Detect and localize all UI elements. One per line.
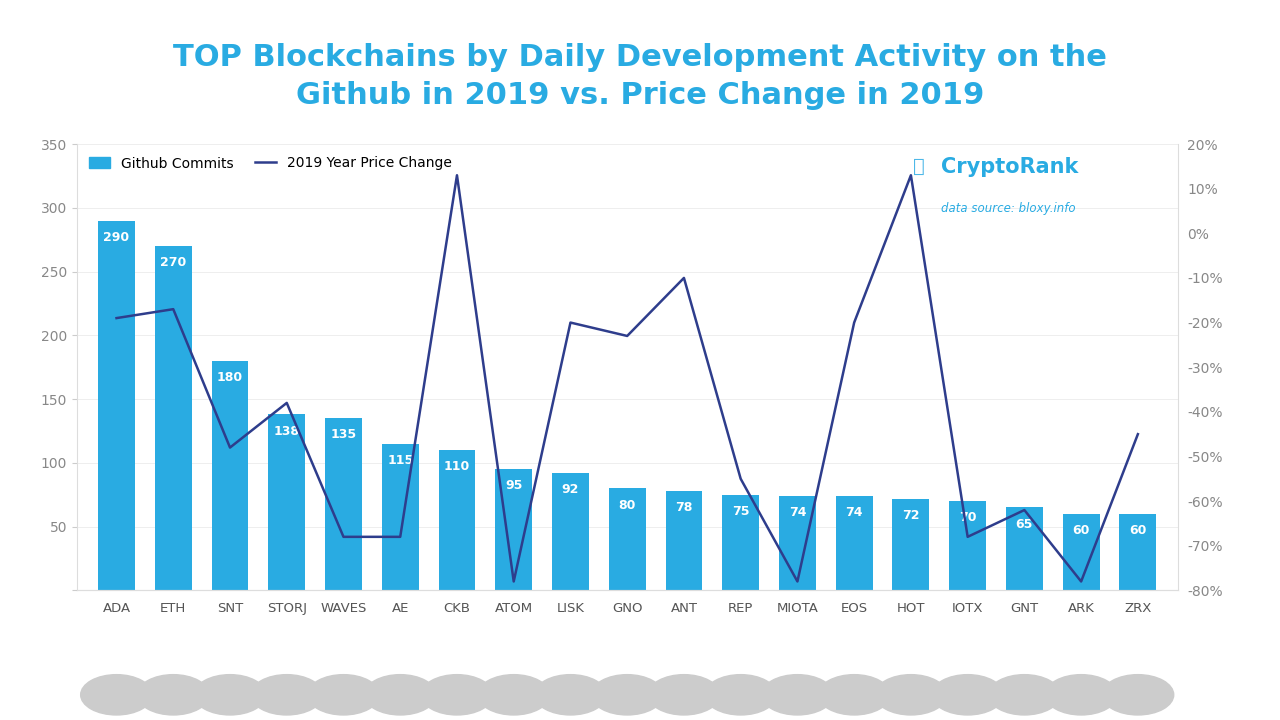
Text: data source: bloxy.info: data source: bloxy.info xyxy=(941,202,1075,215)
Text: 135: 135 xyxy=(330,428,357,441)
Text: 80: 80 xyxy=(618,498,636,512)
Text: 78: 78 xyxy=(676,501,692,514)
Text: 75: 75 xyxy=(732,505,749,518)
Text: 92: 92 xyxy=(562,483,579,496)
Bar xyxy=(836,496,873,590)
Bar xyxy=(780,496,815,590)
Bar xyxy=(609,488,645,590)
Bar xyxy=(1062,514,1100,590)
Text: 74: 74 xyxy=(845,506,863,519)
Text: 72: 72 xyxy=(902,509,919,522)
Bar xyxy=(666,491,703,590)
Legend: Github Commits, 2019 Year Price Change: Github Commits, 2019 Year Price Change xyxy=(83,151,457,176)
Text: 65: 65 xyxy=(1016,518,1033,531)
Text: 70: 70 xyxy=(959,511,977,524)
Bar xyxy=(950,501,986,590)
Bar xyxy=(155,246,192,590)
Bar xyxy=(1006,508,1043,590)
Text: TOP Blockchains by Daily Development Activity on the
Github in 2019 vs. Price Ch: TOP Blockchains by Daily Development Act… xyxy=(173,43,1107,110)
Text: 60: 60 xyxy=(1129,524,1147,537)
Bar xyxy=(325,418,362,590)
Bar xyxy=(99,220,134,590)
Text: 74: 74 xyxy=(788,506,806,519)
Bar xyxy=(439,450,475,590)
Text: 115: 115 xyxy=(387,454,413,467)
Bar xyxy=(1120,514,1156,590)
Bar xyxy=(722,495,759,590)
Bar xyxy=(552,473,589,590)
Text: 290: 290 xyxy=(104,230,129,244)
Text: 138: 138 xyxy=(274,425,300,438)
Text: 110: 110 xyxy=(444,460,470,473)
Text: 60: 60 xyxy=(1073,524,1089,537)
Bar xyxy=(495,469,532,590)
Bar xyxy=(381,444,419,590)
Text: 95: 95 xyxy=(506,480,522,492)
Text: 180: 180 xyxy=(216,371,243,384)
Text: CryptoRank: CryptoRank xyxy=(941,158,1078,177)
Bar xyxy=(211,361,248,590)
Bar xyxy=(269,415,305,590)
Text: ⬛: ⬛ xyxy=(914,158,925,176)
Text: 270: 270 xyxy=(160,256,187,269)
Bar xyxy=(892,498,929,590)
